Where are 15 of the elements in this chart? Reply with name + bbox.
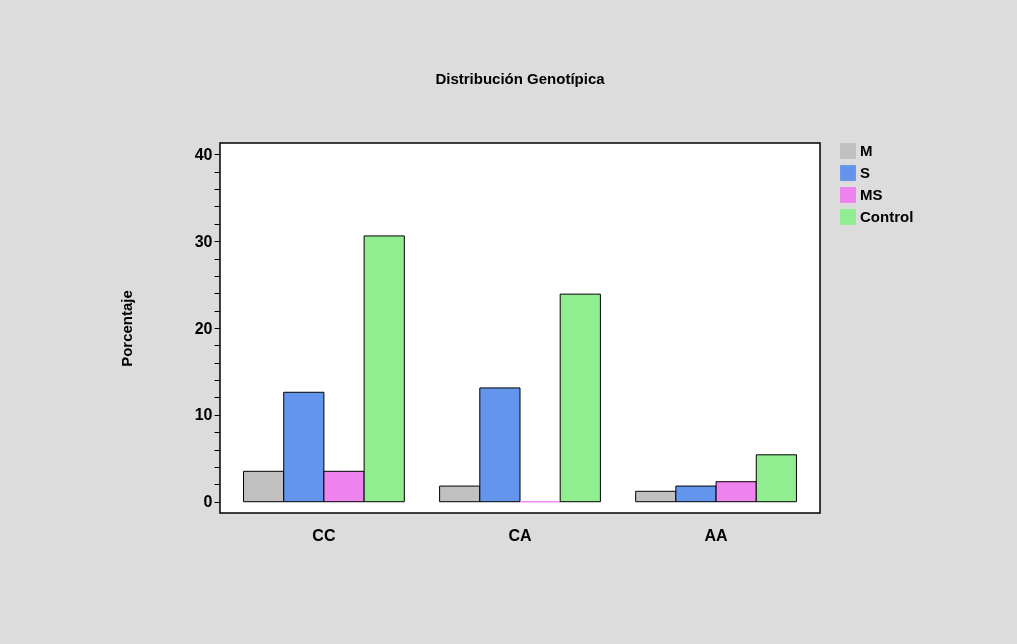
x-tick-label: CC <box>312 526 336 544</box>
y-tick-label: 0 <box>203 493 213 511</box>
y-tick-label: 40 <box>194 145 213 163</box>
legend-label: MS <box>860 186 883 203</box>
bar <box>559 293 601 503</box>
y-tick-label: 30 <box>194 232 213 250</box>
y-tick-label: 20 <box>194 319 213 337</box>
legend-label: S <box>860 164 871 181</box>
y-tick-label: 10 <box>194 406 213 424</box>
x-tick-label: CA <box>508 526 532 544</box>
y-axis-title: Porcentaje <box>117 290 135 367</box>
x-tick-label: AA <box>704 526 729 544</box>
chart-title: Distribución Genotípica <box>435 70 606 87</box>
legend-label: Control <box>860 208 914 225</box>
legend-label: M <box>860 142 873 159</box>
